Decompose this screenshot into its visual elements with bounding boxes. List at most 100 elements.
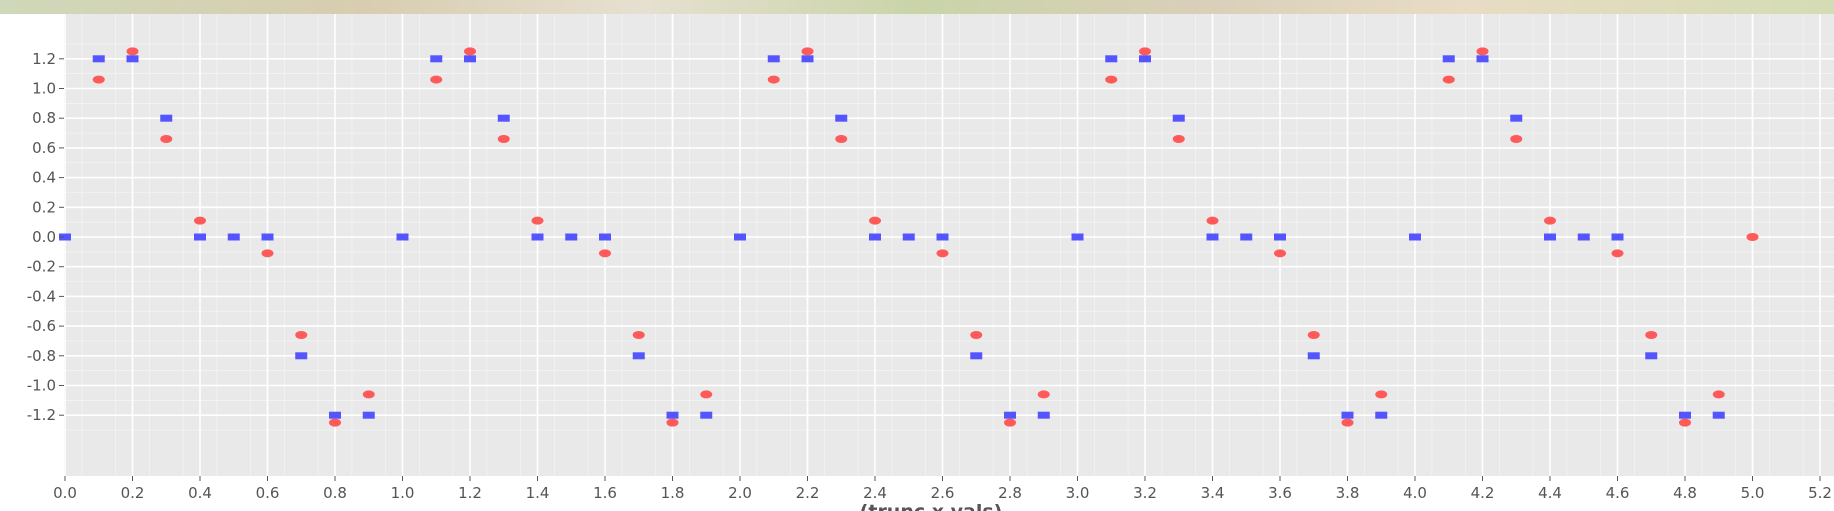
data-point-rect <box>632 352 645 360</box>
data-point-ellipse <box>1442 75 1455 84</box>
data-point-rect <box>1341 411 1354 419</box>
x-tick-label: 1.4 <box>526 484 550 502</box>
data-point-rect <box>902 233 915 241</box>
data-point-ellipse <box>1544 216 1556 225</box>
y-tick-label: -0.2 <box>27 258 56 276</box>
y-tick-label: -1.0 <box>27 377 56 395</box>
data-point-ellipse <box>531 216 544 225</box>
data-point-rect <box>1004 411 1016 419</box>
data-point-ellipse <box>261 249 274 258</box>
data-point-rect <box>160 114 173 122</box>
data-point-rect <box>531 233 544 241</box>
data-point-ellipse <box>936 249 949 258</box>
plot-area <box>64 14 1834 476</box>
data-point-rect <box>464 55 476 63</box>
data-point-rect <box>1037 411 1050 419</box>
x-tick-label: 1.2 <box>458 484 482 502</box>
data-point-rect <box>1442 55 1455 63</box>
x-tick-label: 0.8 <box>323 484 347 502</box>
data-point-rect <box>1476 55 1489 63</box>
data-point-ellipse <box>835 134 848 143</box>
data-point-rect <box>194 233 206 241</box>
data-point-rect <box>1172 114 1185 122</box>
x-tick-label: 4.8 <box>1673 484 1697 502</box>
x-tick-label: 2.0 <box>728 484 752 502</box>
data-point-ellipse <box>1611 249 1624 258</box>
y-tick-label: 1.2 <box>32 50 56 68</box>
x-tick-label: 0.4 <box>188 484 212 502</box>
data-point-rect <box>835 114 848 122</box>
data-point-ellipse <box>1274 249 1286 258</box>
data-point-rect <box>126 55 139 63</box>
data-point-rect <box>59 233 71 241</box>
x-tick-label: 2.6 <box>931 484 955 502</box>
data-point-ellipse <box>1206 216 1219 225</box>
data-point-rect <box>1274 233 1286 241</box>
data-point-rect <box>1375 411 1388 419</box>
data-point-ellipse <box>801 47 814 56</box>
data-point-ellipse <box>1476 47 1489 56</box>
data-point-rect <box>1577 233 1590 241</box>
x-tick-label: 4.6 <box>1606 484 1630 502</box>
data-point-ellipse <box>1679 418 1691 427</box>
data-point-rect <box>497 114 510 122</box>
x-tick-label: 0.6 <box>256 484 280 502</box>
data-point-ellipse <box>126 47 139 56</box>
y-tick-label: 0.8 <box>32 109 56 127</box>
x-tick-label: 2.2 <box>796 484 820 502</box>
data-point-rect <box>1544 233 1556 241</box>
data-point-ellipse <box>1004 418 1016 427</box>
x-tick-label: 2.4 <box>863 484 887 502</box>
x-tick-label: 1.0 <box>391 484 415 502</box>
x-tick-label: 0.2 <box>121 484 145 502</box>
data-point-rect <box>936 233 949 241</box>
data-point-rect <box>970 352 983 360</box>
x-tick-label: 0.0 <box>53 484 77 502</box>
data-point-ellipse <box>194 216 206 225</box>
data-point-ellipse <box>869 216 881 225</box>
data-point-rect <box>362 411 375 419</box>
data-point-ellipse <box>1037 390 1050 399</box>
x-tick-label: 4.0 <box>1403 484 1427 502</box>
data-point-rect <box>1071 233 1084 241</box>
data-point-ellipse <box>970 331 983 340</box>
data-point-rect <box>396 233 409 241</box>
data-point-rect <box>1510 114 1523 122</box>
x-axis-label: (trunc x vals) <box>860 501 1003 511</box>
x-tick-label: 4.4 <box>1538 484 1562 502</box>
data-point-rect <box>92 55 105 63</box>
data-point-rect <box>1611 233 1624 241</box>
data-point-ellipse <box>92 75 105 84</box>
data-point-ellipse <box>599 249 611 258</box>
data-point-rect <box>329 411 341 419</box>
data-point-rect <box>1206 233 1219 241</box>
grid-lines <box>64 14 1834 476</box>
x-tick-label: 3.8 <box>1336 484 1360 502</box>
data-point-ellipse <box>160 134 173 143</box>
data-point-rect <box>430 55 443 63</box>
data-point-rect <box>227 233 240 241</box>
data-point-rect <box>565 233 578 241</box>
data-point-ellipse <box>1172 134 1185 143</box>
x-tick-label: 3.2 <box>1133 484 1157 502</box>
data-point-rect <box>869 233 881 241</box>
data-point-ellipse <box>666 418 679 427</box>
data-point-rect <box>666 411 679 419</box>
y-tick-label: 0.0 <box>32 228 56 246</box>
y-tick-label: -0.6 <box>27 317 56 335</box>
x-tick-label: 2.8 <box>998 484 1022 502</box>
data-point-rect <box>1645 352 1658 360</box>
data-point-ellipse <box>1105 75 1118 84</box>
data-point-rect <box>261 233 274 241</box>
data-point-ellipse <box>1712 390 1725 399</box>
data-point-ellipse <box>767 75 780 84</box>
y-tick-label: 1.0 <box>32 80 56 98</box>
data-marks <box>59 47 1759 427</box>
data-point-ellipse <box>329 418 341 427</box>
data-point-rect <box>734 233 746 241</box>
x-tick-label: 3.4 <box>1201 484 1225 502</box>
x-axis-ticks: 0.0 0.2 0.4 0.6 0.8 1.0 1.2 1.4 1.6 1.8 2.0 2.2 2.4 2… <box>53 476 1832 502</box>
data-point-rect <box>700 411 713 419</box>
data-point-rect <box>1139 55 1151 63</box>
